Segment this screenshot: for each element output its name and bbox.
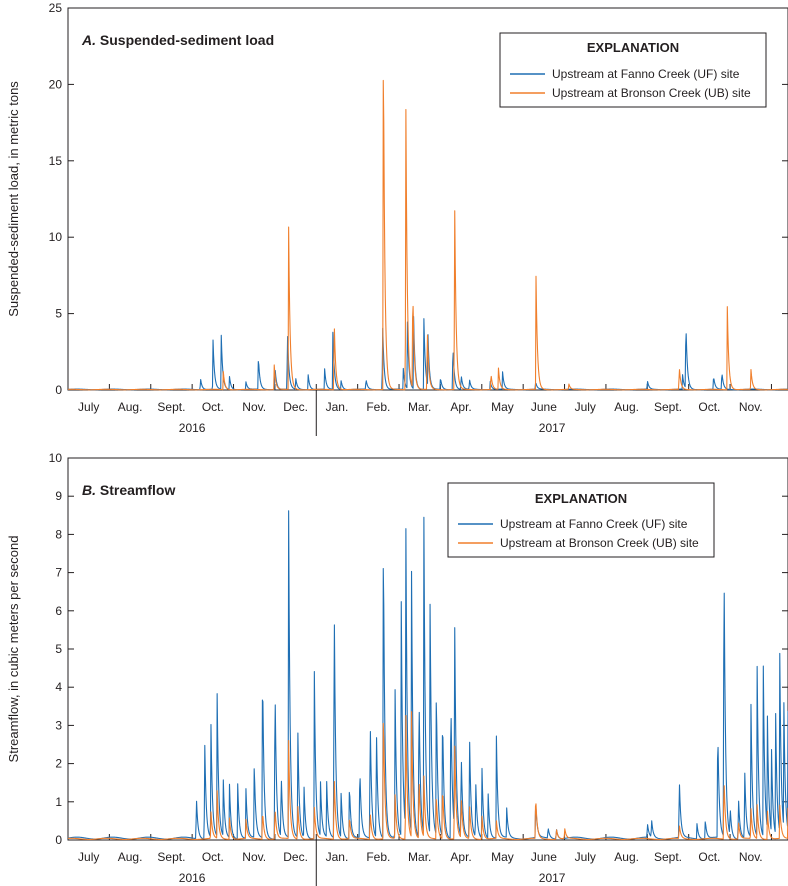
year-label-2017-b: 2017	[539, 871, 566, 885]
series-line-fanno-b	[67, 510, 788, 840]
month-label-b: Feb.	[366, 850, 390, 864]
ytick-label-b: 3	[55, 718, 62, 732]
ytick-label-b: 4	[55, 680, 62, 694]
ytick-label-b: 5	[55, 642, 62, 656]
ytick-label-b: 9	[55, 489, 62, 503]
month-label-a: Sept.	[654, 400, 682, 414]
ytick-label-a: 5	[55, 307, 62, 321]
ytick-label-a: 20	[49, 77, 63, 91]
month-label-b: Oct.	[698, 850, 720, 864]
month-label-b: Oct.	[202, 850, 224, 864]
ytick-label-a: 15	[49, 154, 63, 168]
panel-a-legend-title: EXPLANATION	[587, 40, 679, 55]
month-label-b: Sept.	[654, 850, 682, 864]
panel-b-ylabel: Streamflow, in cubic meters per second	[6, 536, 21, 763]
month-label-b: Nov.	[739, 850, 763, 864]
month-label-a: Mar.	[408, 400, 431, 414]
ytick-label-b: 0	[55, 833, 62, 847]
month-label-a: Feb.	[366, 400, 390, 414]
month-label-a: Aug.	[614, 400, 639, 414]
month-label-b: Mar.	[408, 850, 431, 864]
month-label-a: Oct.	[202, 400, 224, 414]
panel-b-legend-box	[447, 482, 715, 558]
month-label-a: May	[491, 400, 514, 414]
month-label-a: July	[78, 400, 99, 414]
panel-b-legend-label-bronson: Upstream at Bronson Creek (UB) site	[500, 536, 699, 550]
month-label-a: Aug.	[118, 400, 143, 414]
month-label-b: July	[78, 850, 99, 864]
ytick-label-b: 6	[55, 604, 62, 618]
month-label-b: Jan.	[326, 850, 349, 864]
ytick-label-b: 8	[55, 527, 62, 541]
month-label-a: Sept.	[157, 400, 185, 414]
ytick-label-a: 25	[49, 1, 63, 15]
month-label-a: Jan.	[326, 400, 349, 414]
panel-b-legend: EXPLANATION Upstream at Fanno Creek (UF)…	[447, 482, 715, 558]
month-label-b: Nov.	[242, 850, 266, 864]
month-label-b: Apr.	[450, 850, 471, 864]
panel-a-legend-label-bronson: Upstream at Bronson Creek (UB) site	[552, 86, 751, 100]
month-label-a: Nov.	[739, 400, 763, 414]
month-label-b: Aug.	[614, 850, 639, 864]
ytick-label-a: 10	[49, 230, 63, 244]
panel-a-legend: EXPLANATION Upstream at Fanno Creek (UF)…	[499, 32, 767, 108]
ytick-label-a: 0	[55, 383, 62, 397]
month-label-a: Dec.	[283, 400, 308, 414]
month-label-a: July	[575, 400, 596, 414]
ytick-label-b: 2	[55, 757, 62, 771]
month-label-a: Nov.	[242, 400, 266, 414]
panel-a-suspended-sediment: 0 5 10 15 20 25 July Aug. Sept. Oct. Nov. Dec. Jan. F…	[6, 1, 788, 436]
series-line-bronson-a	[67, 79, 788, 391]
ytick-label-b: 10	[49, 451, 63, 465]
panel-a-legend-label-fanno: Upstream at Fanno Creek (UF) site	[552, 67, 740, 81]
panel-a-ylabel: Suspended-sediment load, in metric tons	[6, 81, 21, 317]
series-line-bronson-b	[67, 711, 788, 840]
year-label-2016-a: 2016	[179, 421, 206, 435]
month-label-a: Apr.	[450, 400, 471, 414]
month-label-b: Sept.	[157, 850, 185, 864]
panel-b-series	[67, 510, 788, 840]
panel-b-axes: 0 1 2 3 4 5 6 7 8 9 10 July Aug. Sept. Oct. Nov. Dec. Jan…	[49, 451, 788, 886]
ytick-label-b: 1	[55, 795, 62, 809]
year-label-2016-b: 2016	[179, 871, 206, 885]
panel-a-title: A. Suspended-sediment load	[81, 32, 274, 48]
month-label-b: June	[531, 850, 557, 864]
panel-a-axes: 0 5 10 15 20 25 July Aug. Sept. Oct. Nov. Dec. Jan. F…	[49, 1, 788, 436]
ytick-label-b: 7	[55, 566, 62, 580]
panel-a-series	[67, 79, 788, 391]
panel-b-legend-label-fanno: Upstream at Fanno Creek (UF) site	[500, 517, 688, 531]
panel-b-streamflow: 0 1 2 3 4 5 6 7 8 9 10 July Aug. Sept. Oct. Nov. Dec. Jan…	[6, 451, 788, 886]
month-label-b: July	[575, 850, 596, 864]
panel-a-legend-box	[499, 32, 767, 108]
month-label-a: June	[531, 400, 557, 414]
month-label-b: May	[491, 850, 514, 864]
panel-b-title: B. Streamflow	[82, 482, 175, 498]
month-label-b: Aug.	[118, 850, 143, 864]
panel-a-frame	[67, 7, 788, 391]
month-label-b: Dec.	[283, 850, 308, 864]
month-label-a: Oct.	[698, 400, 720, 414]
panel-b-legend-title: EXPLANATION	[535, 491, 627, 506]
year-label-2017-a: 2017	[539, 421, 566, 435]
